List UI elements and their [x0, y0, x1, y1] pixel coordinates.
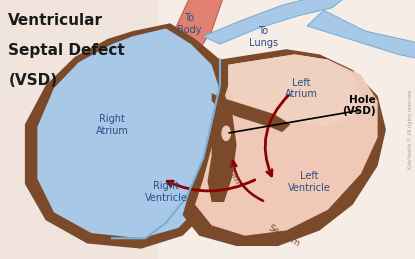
Polygon shape [0, 0, 158, 259]
Text: Septum: Septum [219, 150, 242, 186]
Text: KidsHealth © All rights reserved: KidsHealth © All rights reserved [407, 90, 413, 169]
Ellipse shape [221, 125, 232, 142]
Polygon shape [307, 10, 415, 60]
Polygon shape [195, 54, 378, 236]
Polygon shape [25, 23, 232, 249]
Polygon shape [228, 54, 361, 127]
Text: Right
Ventricle: Right Ventricle [144, 181, 188, 203]
Text: Left
Atrium: Left Atrium [284, 78, 317, 99]
Text: Septum: Septum [267, 223, 302, 248]
Polygon shape [183, 49, 386, 246]
Text: To
Lungs: To Lungs [249, 26, 278, 47]
Text: Right
Atrium: Right Atrium [95, 114, 129, 135]
Text: Left
Ventricle: Left Ventricle [288, 171, 331, 192]
Text: Hole
(VSD): Hole (VSD) [342, 95, 376, 116]
Text: Septal Defect: Septal Defect [8, 43, 125, 58]
Text: To
Body: To Body [176, 13, 201, 34]
Text: Ventricular: Ventricular [8, 13, 103, 28]
Polygon shape [162, 0, 224, 67]
Polygon shape [37, 28, 220, 238]
Polygon shape [212, 93, 290, 132]
Polygon shape [208, 93, 237, 202]
Polygon shape [203, 0, 349, 44]
Text: (VSD): (VSD) [8, 73, 57, 88]
